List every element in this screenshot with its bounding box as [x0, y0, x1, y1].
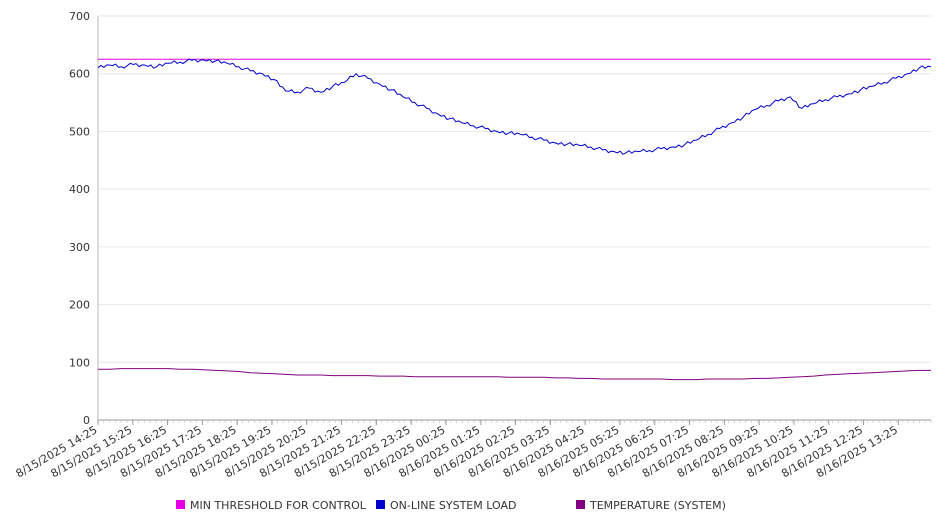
legend-swatch — [576, 500, 585, 509]
y-tick-label: 400 — [69, 183, 90, 196]
series-lines — [97, 58, 932, 381]
legend-label: ON-LINE SYSTEM LOAD — [390, 499, 516, 512]
y-tick-label: 500 — [69, 125, 90, 138]
legend: MIN THRESHOLD FOR CONTROL ON-LINE SYSTEM … — [176, 499, 726, 512]
gridlines — [98, 15, 931, 363]
legend-swatch — [176, 500, 185, 509]
y-axis-ticks: 0 100 200 300 400 500 600 700 — [69, 10, 90, 427]
x-axis-ticks: 8/15/2025 14:258/15/2025 15:258/15/2025 … — [14, 420, 900, 480]
series-line-1 — [97, 58, 932, 155]
y-tick-label: 0 — [83, 414, 90, 427]
y-tick-label: 600 — [69, 68, 90, 81]
y-tick-label: 700 — [69, 10, 90, 23]
legend-swatch — [376, 500, 385, 509]
legend-label: MIN THRESHOLD FOR CONTROL — [190, 499, 367, 512]
y-tick-label: 100 — [69, 356, 90, 369]
y-tick-label: 200 — [69, 299, 90, 312]
series-line-2 — [98, 368, 931, 381]
legend-label: TEMPERATURE (SYSTEM) — [589, 499, 726, 512]
y-tick-label: 300 — [69, 241, 90, 254]
